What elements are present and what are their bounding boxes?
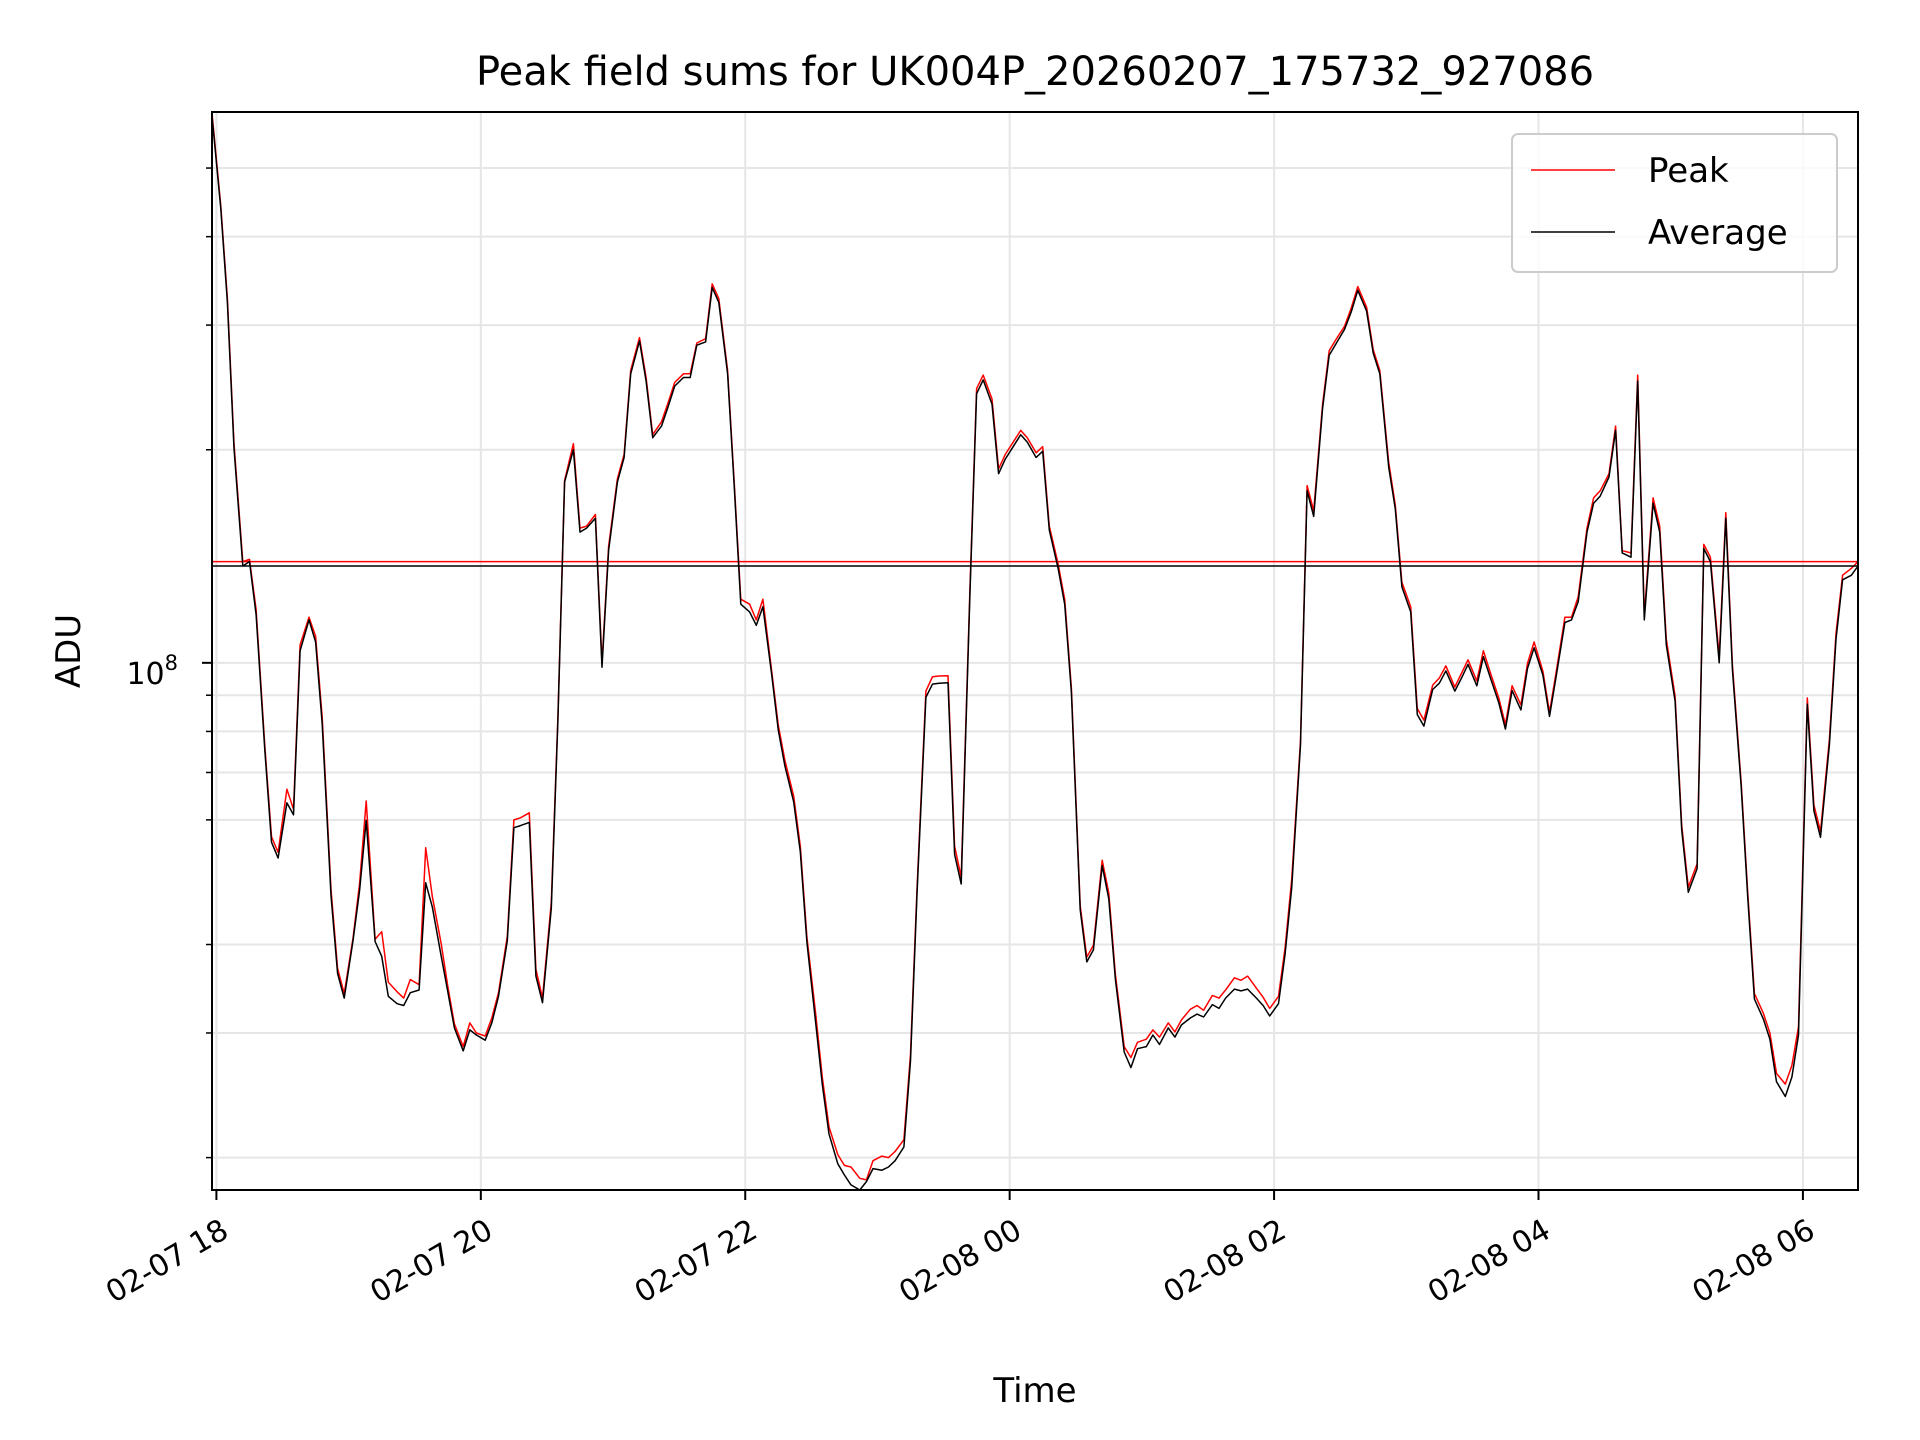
legend: Peak Average: [1511, 133, 1838, 273]
legend-box: [1511, 133, 1838, 273]
legend-label-average: Average: [1648, 213, 1788, 253]
plot-area-frame: [211, 111, 1859, 1191]
legend-label-peak: Peak: [1648, 151, 1729, 191]
y-axis-label: ADU: [49, 614, 89, 688]
grid-lines: [212, 112, 1858, 1190]
chart-title: Peak field sums for UK004P_20260207_1757…: [476, 49, 1594, 95]
y-tick-label: 108: [126, 651, 178, 692]
x-axis-label: Time: [992, 1371, 1076, 1411]
